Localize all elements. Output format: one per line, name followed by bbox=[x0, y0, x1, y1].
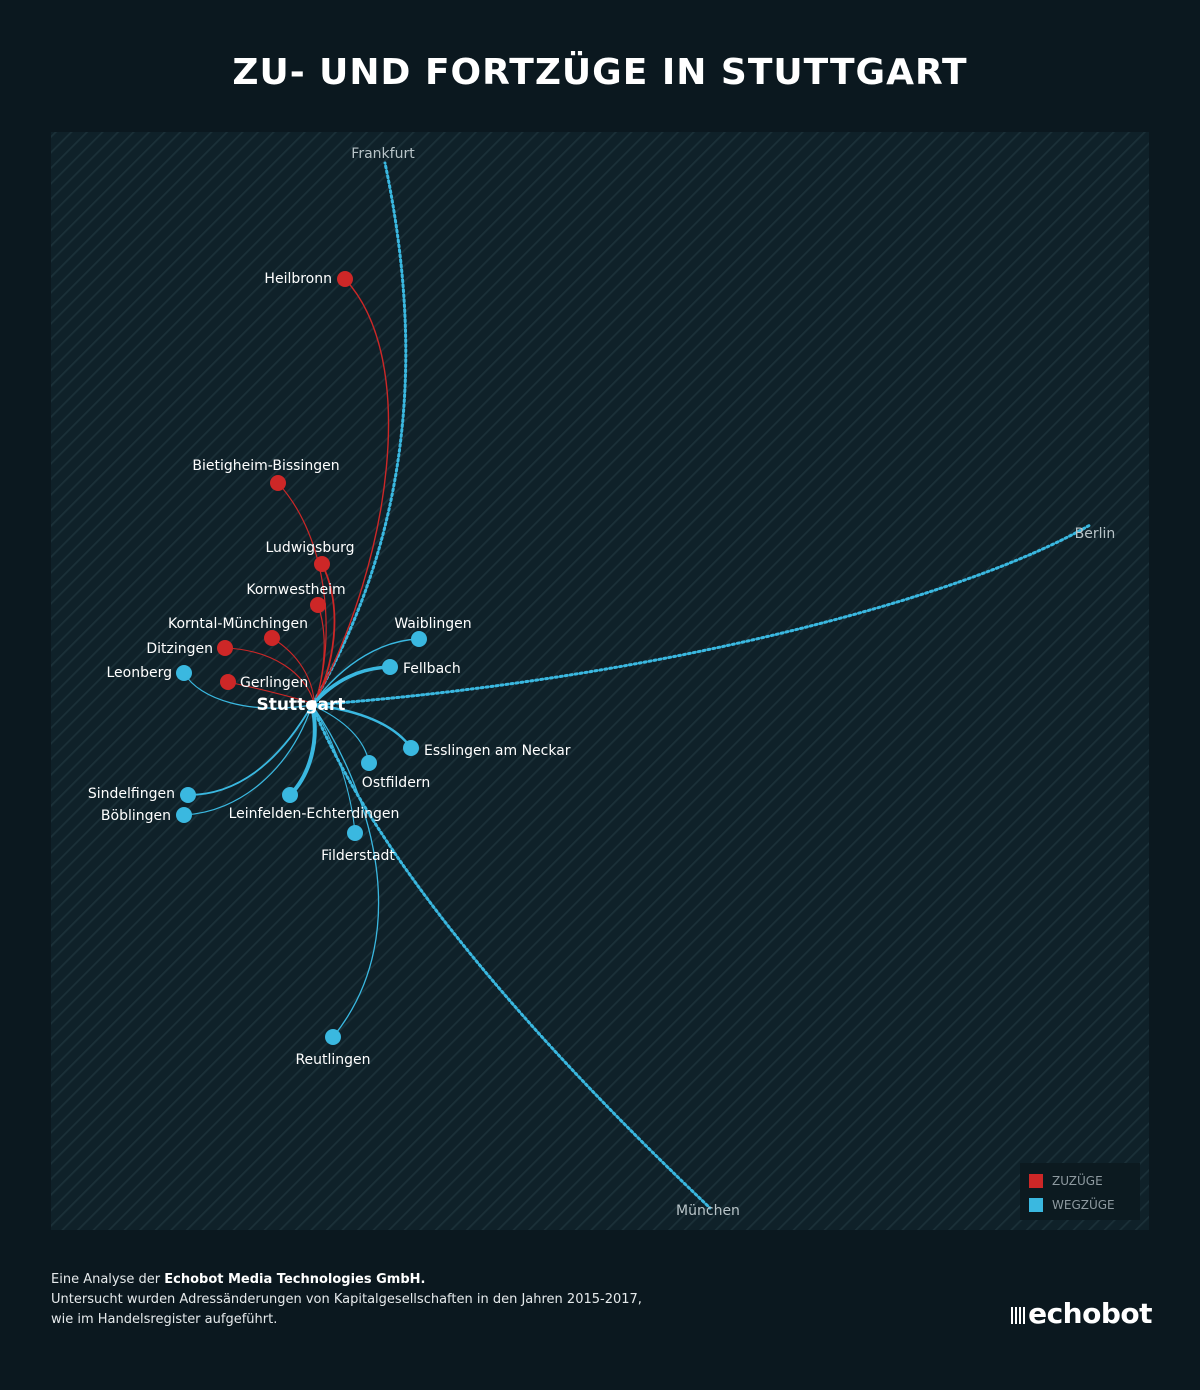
dot-filderstadt[interactable] bbox=[347, 825, 363, 841]
route-korntal bbox=[271, 637, 315, 701]
dot-ostfildern[interactable] bbox=[361, 755, 377, 771]
dot-stuttgart[interactable] bbox=[307, 700, 317, 710]
dot-boeblingen[interactable] bbox=[176, 807, 192, 823]
route-ludwigsburg bbox=[315, 563, 336, 701]
label-heilbronn: Heilbronn bbox=[264, 271, 332, 287]
label-berlin: Berlin bbox=[1075, 526, 1116, 542]
label-filderstadt: Filderstadt bbox=[321, 848, 395, 864]
route-boeblingen bbox=[183, 704, 313, 816]
label-leonberg: Leonberg bbox=[106, 665, 172, 681]
dot-fellbach[interactable] bbox=[382, 659, 398, 675]
logo-bars-icon bbox=[1011, 1304, 1026, 1324]
route-muenchen bbox=[310, 703, 712, 1210]
route-fellbach bbox=[310, 665, 392, 707]
logo-text: echobot bbox=[1028, 1297, 1152, 1330]
dot-bietigheim[interactable] bbox=[270, 475, 286, 491]
label-waiblingen: Waiblingen bbox=[394, 616, 471, 632]
legend-zuzuege-label: ZUZÜGE bbox=[1052, 1172, 1103, 1188]
legend-zuzuege-swatch bbox=[1029, 1174, 1043, 1188]
dot-heilbronn[interactable] bbox=[337, 271, 353, 287]
label-bietigheim: Bietigheim-Bissingen bbox=[192, 458, 339, 474]
route-frankfurt bbox=[310, 161, 408, 707]
footer-line-1: Eine Analyse der Echobot Media Technolog… bbox=[51, 1270, 642, 1290]
dot-korntal[interactable] bbox=[264, 630, 280, 646]
footer-line-2: Untersucht wurden Adressänderungen von K… bbox=[51, 1292, 642, 1307]
page-title: ZU- UND FORTZÜGE IN STUTTGART bbox=[232, 52, 968, 93]
footer-note: Eine Analyse der Echobot Media Technolog… bbox=[51, 1270, 642, 1330]
route-kornwestheim bbox=[315, 604, 325, 701]
label-muenchen: München bbox=[676, 1203, 740, 1219]
route-esslingen bbox=[310, 703, 413, 750]
label-ditzingen: Ditzingen bbox=[146, 641, 213, 657]
map-panel bbox=[51, 132, 1149, 1230]
dot-ludwigsburg[interactable] bbox=[314, 556, 330, 572]
echobot-logo: echobot bbox=[1011, 1300, 1152, 1328]
label-frankfurt: Frankfurt bbox=[351, 146, 415, 162]
footer-line-3: wie im Handelsregister aufgeführt. bbox=[51, 1312, 278, 1327]
route-waiblingen bbox=[311, 638, 420, 706]
label-fellbach: Fellbach bbox=[403, 661, 461, 677]
dot-reutlingen[interactable] bbox=[325, 1029, 341, 1045]
label-korntal: Korntal-Münchingen bbox=[168, 616, 308, 632]
dot-sindelfingen[interactable] bbox=[180, 787, 196, 803]
dot-waiblingen[interactable] bbox=[411, 631, 427, 647]
label-sindelfingen: Sindelfingen bbox=[88, 786, 175, 802]
dot-leonberg[interactable] bbox=[176, 665, 192, 681]
route-sindelfingen bbox=[187, 704, 313, 796]
legend-wegzuege-label: WEGZÜGE bbox=[1052, 1196, 1115, 1212]
route-gerlingen bbox=[227, 681, 313, 704]
legend-wegzuege-swatch bbox=[1029, 1198, 1043, 1212]
route-leonberg bbox=[183, 672, 313, 709]
label-stuttgart: Stuttgart bbox=[257, 695, 346, 715]
route-leinfelden bbox=[288, 703, 317, 797]
label-kornwestheim: Kornwestheim bbox=[246, 582, 345, 598]
label-ostfildern: Ostfildern bbox=[362, 775, 430, 791]
dot-gerlingen[interactable] bbox=[220, 674, 236, 690]
legend: ZUZÜGE WEGZÜGE bbox=[1020, 1163, 1140, 1220]
route-berlin bbox=[310, 523, 1092, 707]
dot-esslingen[interactable] bbox=[403, 740, 419, 756]
route-ditzingen bbox=[224, 647, 314, 701]
route-reutlingen bbox=[311, 704, 380, 1038]
label-boeblingen: Böblingen bbox=[101, 808, 171, 824]
dot-ditzingen[interactable] bbox=[217, 640, 233, 656]
footer-prefix: Eine Analyse der bbox=[51, 1272, 165, 1287]
label-ludwigsburg: Ludwigsburg bbox=[266, 540, 355, 556]
dot-kornwestheim[interactable] bbox=[310, 597, 326, 613]
dot-leinfelden[interactable] bbox=[282, 787, 298, 803]
footer-company: Echobot Media Technologies GmbH. bbox=[164, 1272, 426, 1287]
route-heilbronn bbox=[315, 278, 390, 701]
label-reutlingen: Reutlingen bbox=[295, 1052, 370, 1068]
label-gerlingen: Gerlingen bbox=[240, 675, 308, 691]
route-filderstadt bbox=[311, 704, 356, 834]
label-esslingen: Esslingen am Neckar bbox=[424, 743, 571, 759]
label-leinfelden: Leinfelden-Echterdingen bbox=[229, 806, 400, 822]
